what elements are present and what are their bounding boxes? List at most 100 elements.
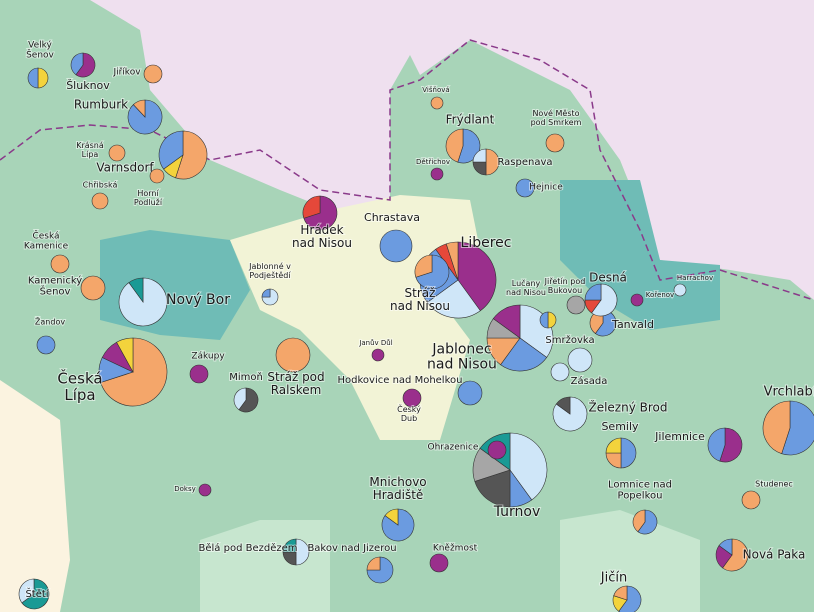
place-label: Mimoň <box>229 371 263 383</box>
pie-slice <box>718 538 733 556</box>
pie-slice <box>116 337 134 373</box>
place-label: Kořenov <box>646 291 674 299</box>
pie-slice <box>132 99 146 118</box>
place: Hodkovice nad Mohelkou <box>337 374 483 406</box>
place-label: Šenov <box>26 48 54 60</box>
pie-slice <box>303 195 338 231</box>
place-label: Hodkovice nad Mohelkou <box>338 375 463 386</box>
pie-slice <box>18 578 35 604</box>
place-label: Jablonec <box>431 341 491 357</box>
pie-slice <box>567 347 593 373</box>
place: Žandov <box>34 315 66 355</box>
place: Bělá pod Bezdězem <box>198 538 310 566</box>
pie-slice <box>189 364 209 384</box>
pie-slice <box>402 388 422 408</box>
pie-slice <box>637 509 658 535</box>
pie-slice <box>474 469 511 508</box>
place: Varnsdorf <box>95 130 208 180</box>
place: Nová Paka <box>715 538 806 572</box>
place-label: Šluknov <box>66 79 110 92</box>
pie-slice <box>36 335 56 355</box>
place-label: Desná <box>589 271 627 285</box>
pie-slice <box>605 437 622 454</box>
place-label: Chřibská <box>83 181 118 190</box>
place: Desná <box>584 270 628 317</box>
pie-slice <box>100 337 168 407</box>
place-label: Jiříkov <box>112 68 141 78</box>
pie-slice <box>613 585 628 601</box>
region <box>560 510 700 612</box>
place: Železný Brod <box>552 396 669 432</box>
pie-slice <box>50 254 70 274</box>
pie-slice <box>70 52 84 76</box>
place-label: nad Nisou <box>390 299 450 313</box>
place-label: Chrastava <box>364 211 420 224</box>
place: Zásada <box>550 362 608 388</box>
place-label: Železný Brod <box>588 400 667 415</box>
pie-slice <box>741 490 761 510</box>
place-label: Jilemnice <box>654 430 705 443</box>
place: Chrastava <box>363 210 421 263</box>
pie-slice <box>485 148 500 176</box>
place: Dětřichov <box>415 157 451 181</box>
place-label: Kněžmost <box>433 544 478 554</box>
pie-slice <box>487 440 507 460</box>
pie-slice <box>457 380 483 406</box>
pie-slice <box>175 130 208 180</box>
place-label: Jiřetín pod <box>544 277 586 286</box>
place-label: Horní <box>137 189 159 198</box>
pie-slice <box>379 229 413 263</box>
pie-slice <box>381 508 415 542</box>
place-label: Hrádek <box>300 223 343 237</box>
place-label: Podještědí <box>249 270 291 280</box>
pie-slice <box>295 538 310 566</box>
pie-slice <box>37 67 49 89</box>
pie-slice <box>128 277 144 303</box>
place-label: Šenov <box>40 285 71 298</box>
places: VelkýŠenovŠluknovJiříkovRumburkKrásnáLíp… <box>18 40 814 612</box>
pie-slice <box>515 178 535 198</box>
pie-slice <box>539 311 549 329</box>
place-label: Janův Důl <box>358 339 392 347</box>
pie-slice <box>445 128 464 163</box>
place-label: Studenec <box>755 480 793 489</box>
place-label: Nová Paka <box>743 548 806 562</box>
place-label: Varnsdorf <box>96 161 154 175</box>
place: Doksy <box>173 483 212 497</box>
pie-slice <box>384 508 399 526</box>
place: Bakov nad Jizerou <box>306 542 398 584</box>
place-label: Stráž <box>405 286 436 300</box>
place-label: Lípa <box>64 386 95 404</box>
pie-slice <box>719 427 743 463</box>
place: Vrchlabí <box>763 384 814 456</box>
pie-slice <box>415 254 450 290</box>
place-label: Krásná <box>76 141 104 150</box>
place: Harrachov <box>673 273 714 297</box>
place-label: Podluží <box>134 198 163 207</box>
place-label: Stráž pod <box>267 370 324 384</box>
place: Frýdlant <box>445 112 496 164</box>
place-label: Raspenava <box>497 157 552 168</box>
pie-slice <box>545 133 565 153</box>
place-label: Kamenice <box>24 241 69 251</box>
pie-slice <box>630 293 644 307</box>
pie-slice <box>275 337 311 373</box>
place-label: Frýdlant <box>446 113 495 127</box>
pie-slice <box>429 553 449 573</box>
place-label: Ralskem <box>271 383 322 397</box>
place: Višňová <box>421 85 451 110</box>
place: Zákupy <box>189 351 226 384</box>
